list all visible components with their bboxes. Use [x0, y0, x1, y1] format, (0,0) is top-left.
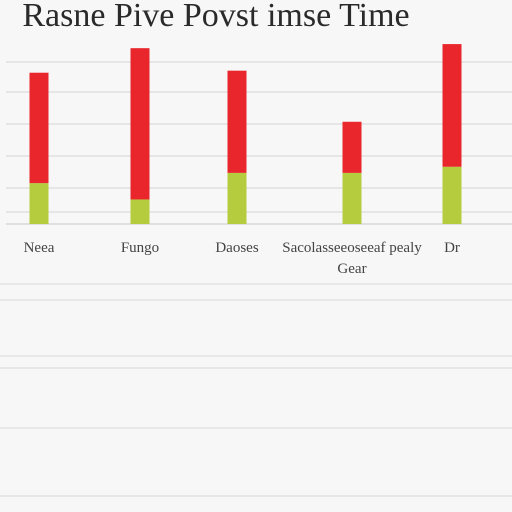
x-tick-label: Fungo — [121, 240, 159, 256]
bar-segment-lower — [29, 183, 49, 224]
lower-gridlines — [0, 283, 512, 497]
bar-segment-upper — [442, 44, 462, 167]
upper-gridlines — [6, 61, 512, 225]
chart-title: Rasne Pive Povst imse Time — [22, 0, 409, 34]
x-tick-label-line: Gear — [337, 261, 366, 277]
x-tick-label: Daoses — [215, 240, 258, 256]
x-tick-label-line: Daoses — [215, 240, 258, 256]
x-tick-label: Sacolasseeoseeaf pealy Gear — [282, 240, 422, 277]
bar-segment-upper — [130, 48, 150, 200]
bar-segment-upper — [29, 72, 49, 184]
bar-segment-lower — [227, 172, 247, 224]
x-tick-label: Dr — [444, 240, 460, 256]
x-axis-labels: Neea Fungo Daoses Sacolasseeoseeaf pealy Gea… — [24, 240, 460, 277]
bar-segment-lower — [130, 199, 150, 224]
x-tick-label-line: Fungo — [121, 240, 159, 256]
x-tick-label-line: Dr — [444, 240, 460, 256]
bar-segment-upper — [227, 70, 247, 173]
bar-segment-lower — [442, 166, 462, 224]
x-tick-label-line: Sacolasseeoseeaf pealy — [282, 240, 422, 256]
x-tick-label: Neea — [24, 240, 55, 256]
bar-segment-upper — [342, 121, 362, 173]
bar-segment-lower — [342, 172, 362, 224]
bars — [29, 44, 462, 224]
x-tick-label-line: Neea — [24, 240, 55, 256]
